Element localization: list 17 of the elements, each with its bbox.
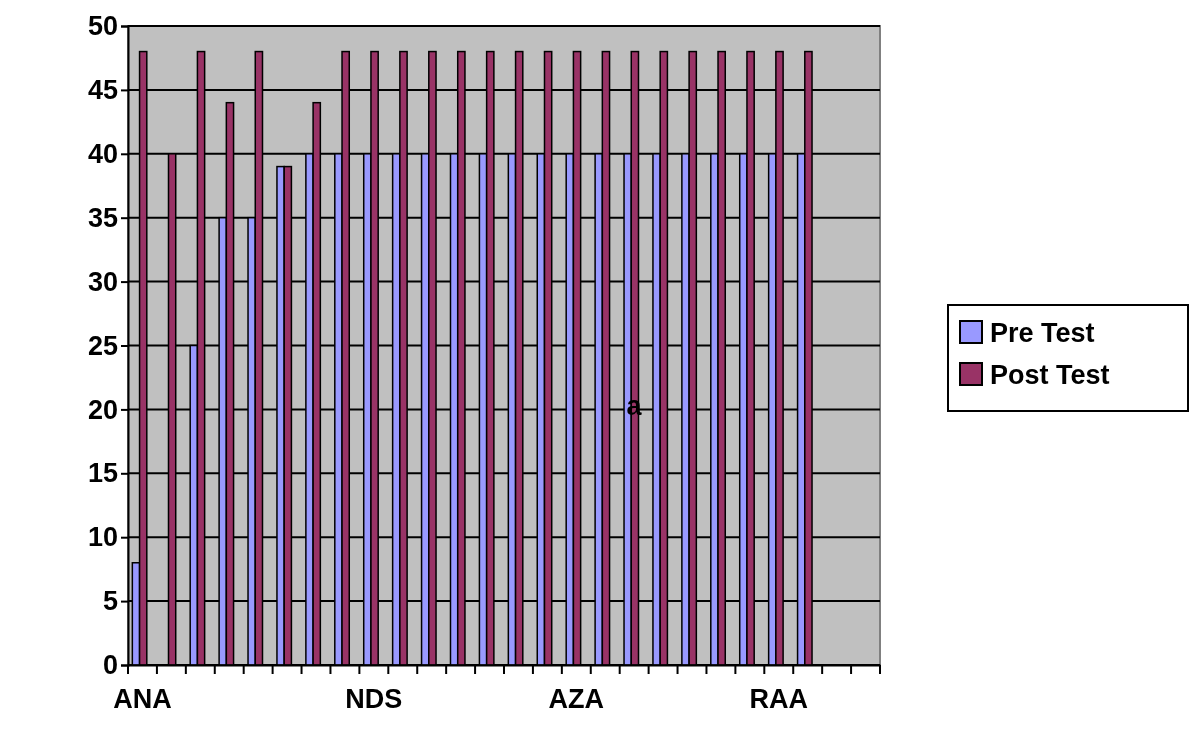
legend-label: Post Test xyxy=(990,360,1110,390)
y-tick-label: 40 xyxy=(87,138,118,169)
y-tick-label: 30 xyxy=(87,266,118,297)
y-tick-label: 20 xyxy=(87,394,118,425)
y-tick-label: 45 xyxy=(87,75,118,106)
legend-label: Pre Test xyxy=(990,318,1095,348)
y-tick-label: 50 xyxy=(87,11,118,42)
y-tick-label: 15 xyxy=(87,458,118,489)
x-tick-label: NDS xyxy=(345,684,403,714)
y-tick-label: 25 xyxy=(87,330,118,361)
x-tick-label: RAA xyxy=(749,684,809,714)
y-tick-label: 35 xyxy=(87,202,118,233)
y-tick-label: 0 xyxy=(102,650,118,681)
x-tick-label: ANA xyxy=(113,684,172,714)
y-tick-label: 10 xyxy=(87,522,118,553)
y-tick-label: 5 xyxy=(102,586,118,617)
x-tick-label: AZA xyxy=(548,684,605,714)
